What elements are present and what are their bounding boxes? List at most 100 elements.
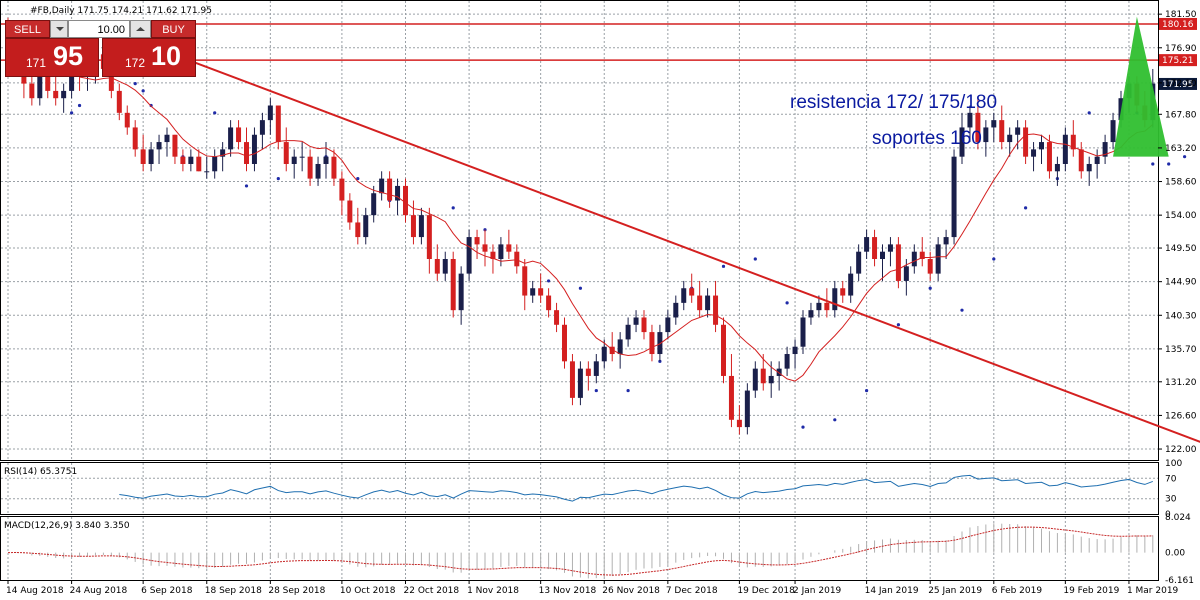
lot-size-input[interactable]: 10.00 <box>68 20 130 38</box>
candle-body <box>61 90 67 99</box>
x-tick-label: 10 Oct 2018 <box>340 586 396 596</box>
candle-body <box>387 178 393 201</box>
candle-body <box>554 310 560 325</box>
main-panel-frame <box>0 0 1159 461</box>
candle-body <box>1046 142 1052 172</box>
buy-quote[interactable]: 172 10 <box>102 38 196 77</box>
candle-body <box>124 112 130 128</box>
candle-body <box>641 317 647 333</box>
sar-dot <box>785 301 789 305</box>
sar-dot <box>1167 162 1171 166</box>
x-tick-label: 24 Aug 2018 <box>70 586 128 596</box>
candle-body <box>132 127 138 150</box>
sar-dot <box>865 388 869 393</box>
candle-body <box>776 368 782 376</box>
candle-body <box>204 171 210 173</box>
sar-dot <box>992 257 996 261</box>
x-tick-label: 6 Sep 2018 <box>141 586 193 596</box>
candle-body <box>633 317 639 325</box>
x-tick-label: 28 Sep 2018 <box>268 586 325 596</box>
candles <box>5 17 1156 435</box>
candle-body <box>728 375 734 420</box>
y-tick-label: 154.00 <box>1165 211 1197 221</box>
sar-dot <box>1087 111 1091 115</box>
candle-body <box>824 302 830 311</box>
candle-body <box>911 251 917 267</box>
y-tick-label: 176.90 <box>1165 44 1197 54</box>
candle-body <box>514 251 520 267</box>
y-tick-label: 122.00 <box>1165 445 1197 455</box>
lot-decrease-button[interactable] <box>50 20 68 38</box>
sell-quote[interactable]: 171 95 <box>5 38 99 77</box>
candle-body <box>474 237 480 245</box>
candle-body <box>140 149 146 164</box>
candle-body <box>172 134 178 157</box>
buy-price-main: 10 <box>151 41 182 71</box>
candle-body <box>999 120 1005 143</box>
y-tick-label: 126.60 <box>1165 411 1197 421</box>
y-axis-ticks: 181.50 176.90 172.10 167.80 163.20 158.60 154.… <box>1158 10 1197 586</box>
candle-body <box>1078 149 1084 172</box>
candle-body <box>681 288 687 303</box>
sell-price-prefix: 171 <box>26 56 47 70</box>
lot-increase-button[interactable] <box>130 20 151 38</box>
candle-body <box>832 288 838 311</box>
candle-body <box>1110 120 1116 143</box>
candle-body <box>1023 127 1029 157</box>
candle-body <box>760 368 766 384</box>
y-tick-label: 140.30 <box>1165 311 1197 321</box>
x-tick-label: 1 Mar 2019 <box>1127 586 1179 596</box>
candle-body <box>275 105 281 143</box>
one-click-trading-panel: SELL 10.00 BUY 171 95 172 10 <box>5 20 196 77</box>
candle-body <box>625 324 631 340</box>
candle-body <box>856 251 862 274</box>
x-tick-label: 7 Dec 2018 <box>666 586 718 596</box>
candle-body <box>1015 127 1021 135</box>
price-level-label: 175.21 <box>1162 56 1194 66</box>
sar-dot <box>547 279 551 283</box>
x-tick-label: 1 Nov 2018 <box>467 586 519 596</box>
x-tick-label: 6 Feb 2019 <box>992 586 1043 596</box>
x-tick-label: 25 Jan 2019 <box>928 586 982 596</box>
rsi-tick-label: 0 <box>1165 510 1171 520</box>
price-level-label: 180.16 <box>1162 20 1194 30</box>
candle-body <box>983 127 989 143</box>
x-tick-label: 2 Jan 2019 <box>793 586 841 596</box>
macd-title: MACD(12,26,9) 3.840 3.350 <box>4 521 130 531</box>
x-axis-ticks: 14 Aug 2018 24 Aug 2018 6 Sep 2018 18 Sep 2… <box>6 580 1179 596</box>
candle-body <box>466 237 472 274</box>
candle-body <box>251 134 257 164</box>
candle-body <box>538 288 544 296</box>
candle-body <box>148 149 154 164</box>
candle-body <box>108 68 114 91</box>
candle-body <box>164 134 170 143</box>
buy-button[interactable]: BUY <box>151 20 196 38</box>
candle-body <box>522 266 528 296</box>
candle-body <box>585 368 591 376</box>
candle-body <box>1086 163 1092 172</box>
sell-button[interactable]: SELL <box>5 20 50 38</box>
candle-body <box>331 156 337 179</box>
candle-body <box>220 149 226 157</box>
y-tick-label: 158.60 <box>1165 178 1197 188</box>
candle-body <box>530 288 536 296</box>
candle-body <box>1062 134 1068 164</box>
candle-body <box>800 317 806 347</box>
candle-body <box>927 259 933 274</box>
macd-signal-line <box>7 526 1153 576</box>
macd-tick-label: -6.161 <box>1165 576 1194 586</box>
candle-body <box>244 142 249 164</box>
candle-body <box>267 105 273 121</box>
sar-dot <box>578 286 583 290</box>
x-tick-label: 14 Aug 2018 <box>6 586 64 596</box>
price-level-box <box>1159 77 1197 90</box>
candle-body <box>903 266 909 281</box>
candle-body <box>808 310 814 318</box>
candle-body <box>1007 134 1013 143</box>
candle-body <box>569 361 575 398</box>
candle-body <box>212 156 218 172</box>
candle-body <box>403 185 408 216</box>
sar-dot <box>721 264 726 268</box>
price-level-box <box>1159 54 1197 67</box>
